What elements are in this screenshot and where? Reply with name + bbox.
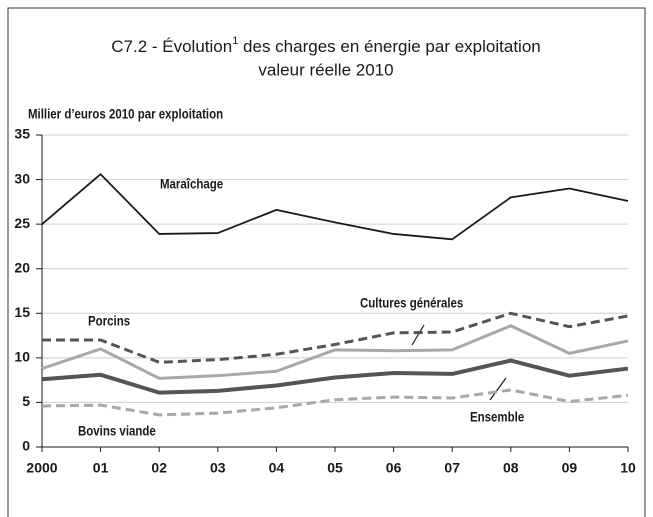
chart-title: C7.2 - Évolution1 des charges en énergie… (111, 35, 541, 57)
series-label: Bovins viande (78, 423, 156, 439)
arrow (489, 377, 507, 401)
x-tick-label: 06 (386, 460, 402, 476)
y-tick-label: 0 (22, 438, 30, 454)
x-tick-label: 10 (620, 460, 636, 476)
series-line (41, 324, 629, 380)
x-tick-label: 09 (562, 460, 578, 476)
x-tick-label: 02 (151, 460, 167, 476)
series-line (42, 311, 629, 364)
y-tick-label: 30 (14, 170, 30, 186)
series-label: Cultures générales (360, 295, 463, 311)
chart-subtitle: valeur réelle 2010 (258, 60, 393, 79)
title-part: des charges en énergie par exploitation (238, 37, 540, 56)
x-tick-label: 01 (93, 460, 109, 476)
title-part: C7.2 - Évolution (111, 37, 232, 56)
x-tick-label: 05 (327, 460, 343, 476)
y-axis-label: Millier d’euros 2010 par exploitation (28, 106, 223, 122)
title-superscript: 1 (232, 35, 238, 47)
series-label: Ensemble (470, 409, 524, 425)
x-tick-label: 2000 (26, 460, 57, 476)
y-tick-label: 5 (22, 393, 30, 409)
x-tick-label: 07 (444, 460, 460, 476)
frame (7, 7, 646, 517)
x-tick-label: 08 (503, 460, 519, 476)
series-label: Maraîchage (160, 176, 223, 192)
series-label: Porcins (88, 313, 130, 329)
y-tick-label: 10 (14, 349, 30, 365)
y-tick-label: 15 (14, 304, 30, 320)
y-tick-label: 20 (14, 259, 30, 275)
y-tick-label: 25 (14, 215, 30, 231)
x-tick-label: 04 (269, 460, 285, 476)
arrow (411, 324, 425, 346)
series-line (41, 388, 629, 417)
y-tick-label: 35 (14, 126, 30, 142)
x-tick-label: 03 (210, 460, 226, 476)
series-line (41, 358, 629, 395)
series-line (41, 173, 629, 241)
